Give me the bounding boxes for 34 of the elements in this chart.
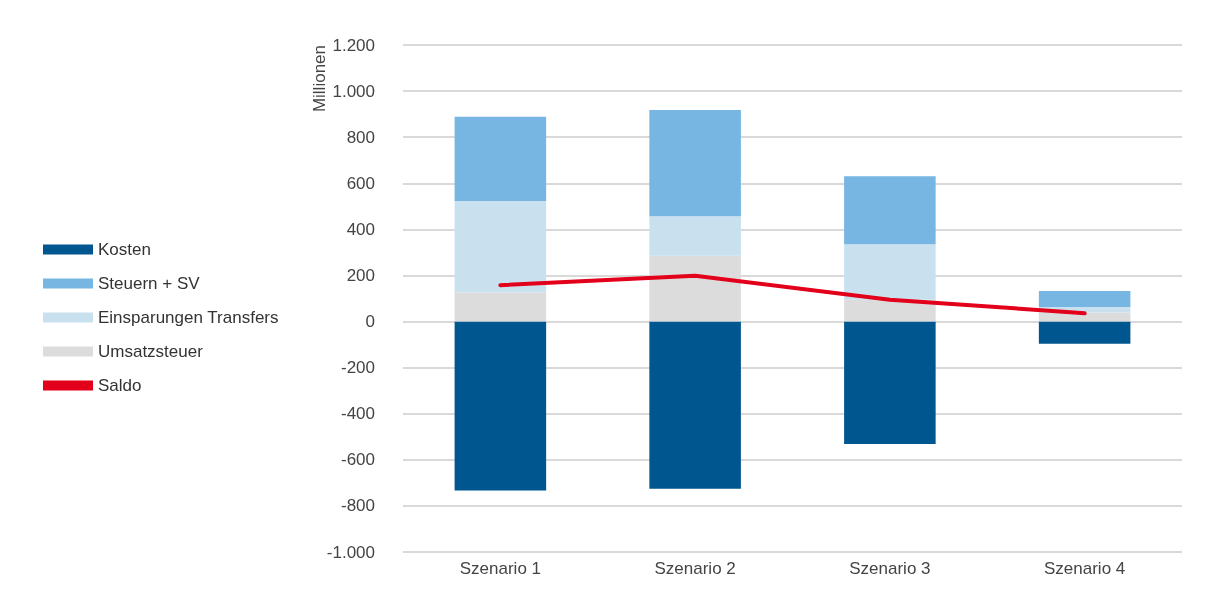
bar [454,321,547,491]
legend-label: Steuern + SV [98,274,201,293]
x-tick-label: Szenario 3 [849,559,931,578]
y-tick-label: 600 [346,173,375,193]
x-tick-label: Szenario 1 [459,559,542,578]
bar [454,201,547,293]
y-tick-label: -400 [340,404,375,424]
y-tick-label: 800 [346,127,375,147]
bar [649,109,741,217]
y-tick-label: -1.000 [326,542,375,562]
bar [1038,290,1131,308]
y-tick-label: 1.000 [332,81,375,101]
x-tick-label: Szenario 4 [1043,559,1126,578]
y-tick-label: -200 [340,358,375,378]
legend-label: Einsparungen Transfers [98,308,279,327]
bar [454,116,547,202]
x-tick-label: Szenario 2 [654,559,736,578]
bar [649,321,741,489]
bar [649,216,741,256]
bar [844,176,936,245]
y-tick-label: 0 [365,312,375,332]
bar [844,321,936,444]
legend-label: Umsatzsteuer [98,342,204,361]
y-tick-label: -800 [340,496,375,516]
legend-label: Kosten [98,240,151,259]
y-tick-label: -600 [340,450,375,470]
y-tick-label: 200 [346,265,375,285]
y-tick-label: 400 [346,219,375,239]
y-axis-title: Millionen [310,45,329,113]
y-tick-label: 1.200 [332,35,375,55]
bar [844,244,936,300]
line-series [498,273,1087,316]
legend-label: Saldo [98,376,142,395]
bar [1038,321,1131,344]
